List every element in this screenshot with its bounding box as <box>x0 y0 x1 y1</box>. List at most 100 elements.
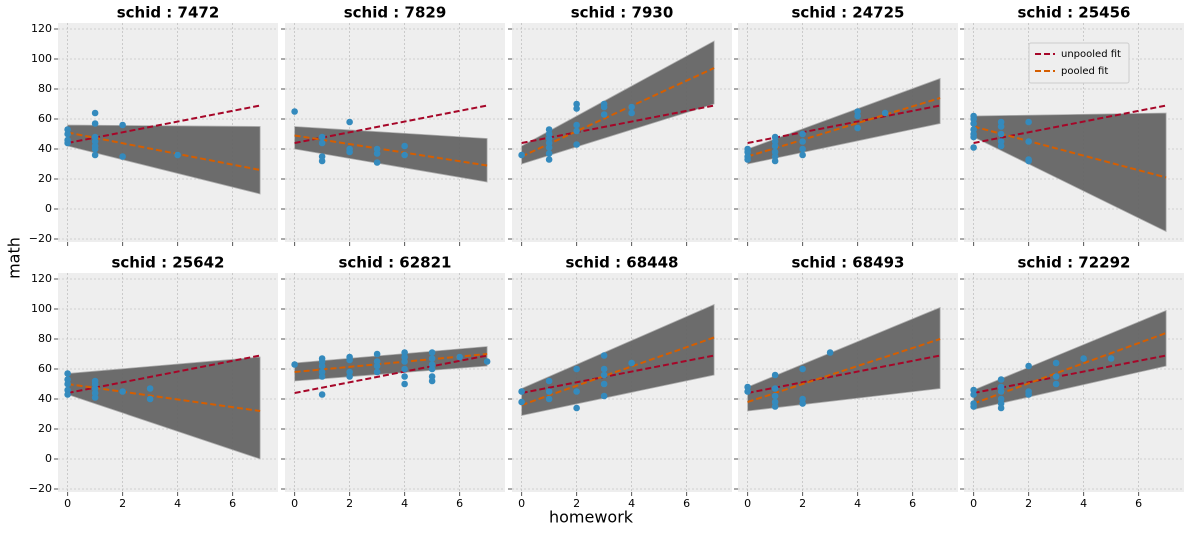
data-point <box>291 361 298 368</box>
data-point <box>826 349 834 356</box>
data-point <box>64 130 71 138</box>
data-point <box>1080 355 1087 362</box>
data-point <box>373 159 381 166</box>
data-point <box>318 391 326 398</box>
panel-title: schid : 62821 <box>338 254 451 272</box>
data-point <box>744 156 751 163</box>
fit-line <box>294 104 488 144</box>
data-point <box>1052 359 1060 367</box>
data-point <box>970 133 977 141</box>
panel-title: schid : 68493 <box>791 254 904 272</box>
y-tick-label: −20 <box>29 482 52 495</box>
y-tick-label: −20 <box>29 232 52 245</box>
data-point <box>91 109 99 117</box>
x-tick-label: 6 <box>229 497 236 510</box>
y-tick-label: 80 <box>38 332 52 345</box>
data-point <box>970 144 977 151</box>
panel-title: schid : 68448 <box>565 254 678 272</box>
posterior-band <box>747 306 941 412</box>
panel: schid : 68493 0 2 4 6 <box>734 254 958 510</box>
y-axis-label: math <box>5 237 24 279</box>
fit-line <box>747 97 941 158</box>
data-point <box>771 392 779 400</box>
data-point <box>854 112 861 120</box>
data-point <box>997 123 1005 130</box>
x-tick-label: 6 <box>683 497 690 510</box>
data-point <box>428 377 436 385</box>
data-point <box>318 133 326 141</box>
data-point <box>573 404 580 412</box>
y-tick-label: 20 <box>38 172 52 185</box>
data-point <box>600 352 608 359</box>
y-tick-label: 20 <box>38 422 52 435</box>
fit-line <box>67 131 261 171</box>
data-point <box>970 403 977 410</box>
data-point <box>373 362 381 370</box>
panel-title: schid : 7472 <box>117 4 220 22</box>
data-point <box>1025 391 1032 398</box>
data-point <box>573 127 580 135</box>
x-tick-label: 0 <box>970 497 977 510</box>
panel: schid : 25642 −20 0 20 40 60 80 100 120 0 2 4 6 <box>29 254 278 510</box>
data-point <box>600 365 608 373</box>
y-tick-label: 100 <box>31 52 52 65</box>
data-point <box>401 151 408 159</box>
data-point <box>771 385 779 392</box>
x-tick-label: 4 <box>628 497 635 510</box>
data-point <box>146 395 154 403</box>
data-point <box>628 103 635 111</box>
data-point <box>1052 380 1060 388</box>
x-tick-label: 2 <box>1025 497 1032 510</box>
fit-line <box>747 338 941 403</box>
data-point <box>428 365 436 373</box>
data-point <box>771 403 779 410</box>
data-point <box>119 121 126 129</box>
data-point <box>401 373 408 380</box>
y-tick-label: 100 <box>31 302 52 315</box>
data-point <box>91 151 99 159</box>
data-point <box>997 388 1005 395</box>
data-point <box>318 373 326 380</box>
panel-title: schid : 7930 <box>571 4 674 22</box>
x-tick-label: 4 <box>401 497 408 510</box>
data-point <box>799 151 806 159</box>
panel: schid : 72292 0 2 4 6 <box>960 254 1184 510</box>
y-tick-label: 40 <box>38 142 52 155</box>
posterior-band <box>294 346 488 382</box>
x-tick-label: 2 <box>799 497 806 510</box>
panel: schid : 24725 <box>734 4 958 246</box>
data-point <box>119 388 126 395</box>
data-point <box>771 157 779 165</box>
fit-line <box>294 354 488 394</box>
data-point <box>970 391 977 398</box>
data-point <box>401 142 408 150</box>
x-tick-label: 4 <box>174 497 181 510</box>
data-point <box>854 124 861 132</box>
data-point <box>174 151 181 159</box>
x-tick-label: 6 <box>1135 497 1142 510</box>
data-point <box>401 358 408 365</box>
plot-area <box>285 273 505 492</box>
data-point <box>997 142 1005 150</box>
y-tick-label: 0 <box>45 452 52 465</box>
data-point <box>545 150 553 157</box>
y-tick-label: 80 <box>38 82 52 95</box>
data-point <box>346 373 353 380</box>
panel: schid : 68448 0 2 4 6 <box>508 254 732 510</box>
fit-line <box>973 125 1167 179</box>
data-point <box>1107 355 1115 362</box>
panel: schid : 7930 <box>508 4 732 246</box>
data-point <box>428 349 436 356</box>
data-point <box>628 109 635 117</box>
legend-label: unpooled fit <box>1061 49 1121 60</box>
legend-label: pooled fit <box>1061 66 1108 77</box>
panel: schid : 7472 −20 0 20 40 60 80 100 120 <box>29 4 278 246</box>
data-point <box>600 380 608 388</box>
data-point <box>799 138 806 145</box>
fit-line <box>67 104 261 144</box>
data-point <box>373 350 381 358</box>
x-tick-label: 0 <box>518 497 525 510</box>
data-point <box>318 139 326 147</box>
fit-line <box>521 104 715 144</box>
